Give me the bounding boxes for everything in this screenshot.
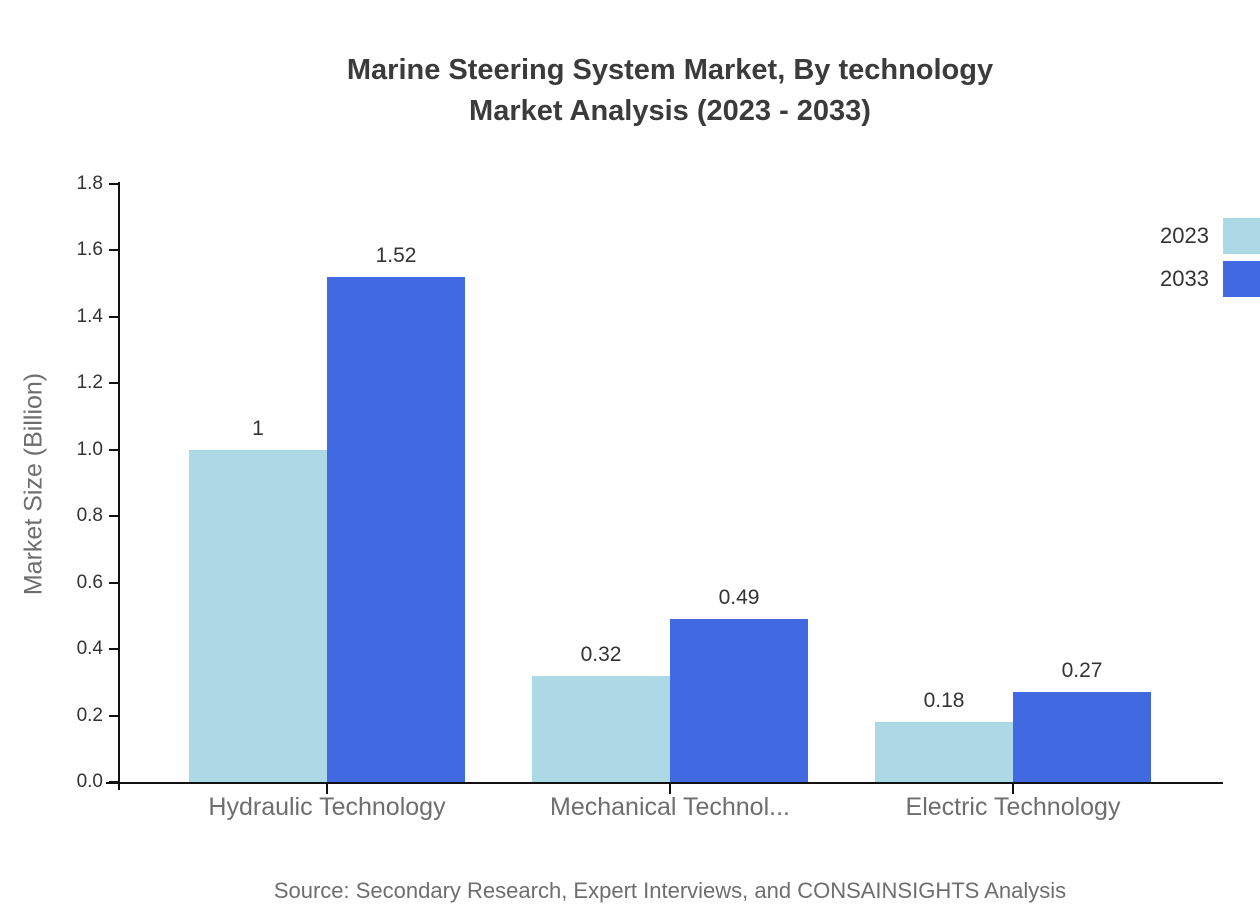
y-tick-label: 1.8: [76, 173, 103, 194]
y-tick-label: 0.6: [76, 571, 103, 593]
x-axis-tick: [326, 784, 328, 794]
legend-label: 2033: [1160, 266, 1209, 291]
x-category-label: Electric Technology: [905, 793, 1121, 821]
y-axis-tick: [109, 581, 119, 584]
bar-value-label: 1: [252, 417, 264, 440]
legend-item-2023: 2023: [1160, 218, 1260, 254]
chart-title: Marine Steering System Market, By techno…: [80, 50, 1260, 132]
y-tick-label: 0.4: [76, 638, 103, 660]
chart-title-line2: Market Analysis (2023 - 2033): [469, 95, 871, 127]
bar-value-label: 0.32: [580, 643, 622, 666]
y-axis-tick: [109, 183, 119, 185]
bar-value-label: 0.18: [923, 689, 965, 712]
source-note: Source: Secondary Research, Expert Inter…: [273, 878, 1067, 903]
y-axis-tick: [109, 315, 119, 318]
y-axis-tick: [109, 515, 119, 518]
bar-value-label: 0.27: [1061, 659, 1103, 682]
x-axis-tick: [669, 784, 671, 794]
y-axis-tick: [109, 448, 119, 451]
bar-2033-2: [1013, 692, 1151, 782]
y-axis-tick: [109, 382, 119, 385]
y-axis-tick: [109, 781, 119, 783]
y-tick-label: 1.0: [76, 438, 103, 460]
bar-2023-2: [875, 722, 1013, 782]
x-axis-line: [106, 782, 1223, 784]
bar-2023-1: [532, 676, 670, 782]
legend-swatch: [1223, 261, 1260, 297]
y-tick-label: 0.2: [76, 704, 103, 726]
x-category-label: Mechanical Technol...: [550, 793, 790, 821]
y-tick-label: 0.0: [76, 771, 103, 792]
bar-2033-0: [327, 277, 465, 782]
bar-2023-0: [189, 450, 327, 782]
y-axis-tick: [109, 714, 119, 717]
chart-title-line1: Marine Steering System Market, By techno…: [346, 54, 994, 86]
legend-label: 2023: [1160, 223, 1209, 248]
bar-value-label: 0.49: [718, 586, 760, 609]
y-tick-label: 1.2: [76, 372, 103, 394]
y-axis-line: [118, 182, 120, 790]
y-axis-tick: [109, 249, 119, 252]
y-tick-label: 0.8: [76, 505, 103, 527]
y-axis-title: Market Size (Billion): [19, 372, 48, 596]
legend: 2023 2033: [1160, 218, 1260, 304]
legend-swatch: [1223, 218, 1260, 254]
y-tick-label: 1.6: [76, 239, 103, 261]
legend-item-2033: 2033: [1160, 261, 1260, 297]
x-axis-tick: [1012, 784, 1014, 794]
y-axis-tick: [109, 648, 119, 651]
bar-2033-1: [670, 619, 808, 782]
x-category-label: Hydraulic Technology: [208, 793, 446, 821]
bar-value-label: 1.52: [375, 244, 417, 267]
y-tick-label: 1.4: [76, 305, 103, 327]
